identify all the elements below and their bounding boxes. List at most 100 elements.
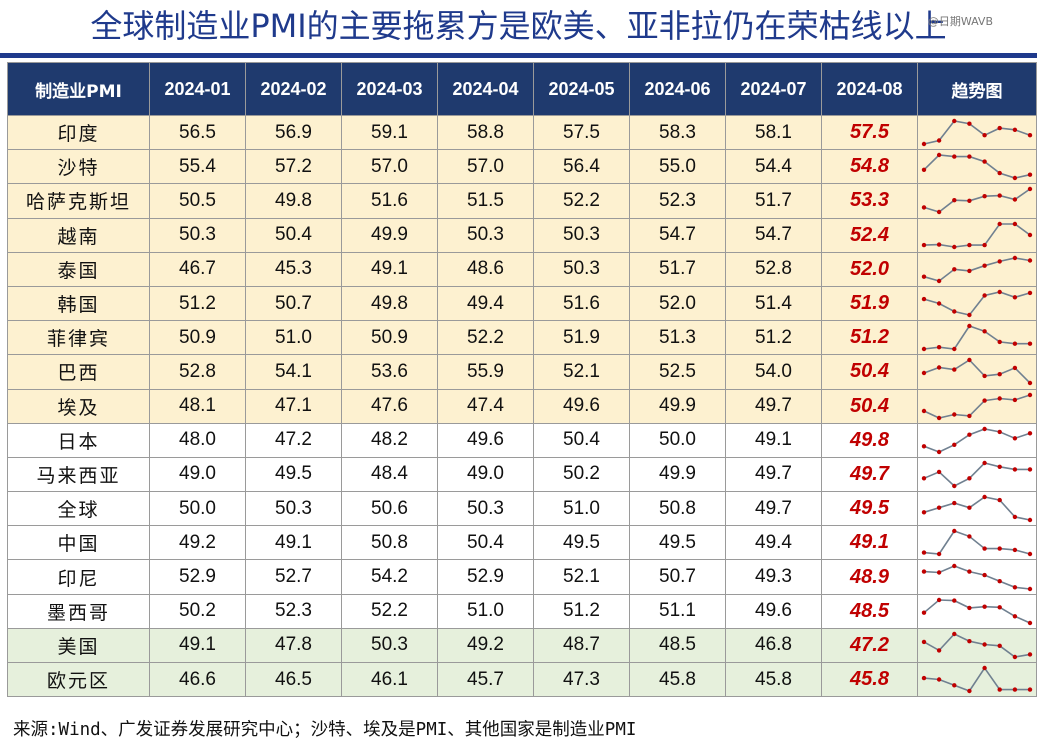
sparkline-point — [982, 159, 987, 165]
sparkline-point — [1012, 221, 1018, 226]
value-cell: 50.3 — [341, 627, 438, 664]
sparkline-point — [1027, 232, 1033, 237]
value-cell: 49.9 — [341, 217, 438, 253]
latest-value-cell: 52.0 — [821, 251, 918, 287]
sparkline-point — [967, 121, 972, 126]
sparkline-point — [982, 293, 987, 298]
value-cell: 47.1 — [245, 388, 342, 424]
sparkline-point — [997, 289, 1002, 295]
sparkline-point — [1027, 687, 1033, 692]
value-cell: 52.0 — [629, 285, 726, 322]
sparkline-point — [1027, 652, 1033, 657]
value-cell: 48.7 — [533, 627, 630, 664]
sparkline-point — [936, 677, 942, 682]
value-cell: 52.3 — [629, 183, 726, 219]
value-cell: 49.4 — [437, 285, 534, 322]
value-cell: 51.9 — [533, 320, 630, 356]
sparkline-point — [982, 426, 987, 431]
table-row: 中国 49.2 49.1 50.8 50.4 49.5 49.5 49.4 49.1 — [7, 525, 1037, 561]
sparkline-point — [1027, 341, 1033, 347]
sparkline — [921, 597, 1033, 625]
value-cell: 52.2 — [533, 183, 630, 219]
sparkline-point — [921, 167, 927, 173]
sparkline-point — [921, 568, 927, 574]
table-row: 欧元区 46.6 46.5 46.1 45.7 47.3 45.8 45.8 45.8 — [7, 661, 1037, 698]
value-cell: 47.6 — [341, 388, 438, 424]
sparkline — [921, 324, 1033, 352]
sparkline-point — [952, 483, 957, 489]
sparkline-point — [997, 546, 1002, 552]
sparkline-point — [921, 296, 927, 302]
value-cell: 50.9 — [149, 320, 246, 356]
value-cell: 57.2 — [245, 149, 342, 185]
latest-value-cell: 57.5 — [821, 114, 918, 151]
value-cell: 48.4 — [341, 456, 438, 493]
value-cell: 50.8 — [629, 491, 726, 527]
value-cell: 52.2 — [437, 320, 534, 356]
sparkline-point — [936, 415, 942, 420]
country-cell: 印尼 — [7, 559, 150, 595]
value-cell: 50.3 — [437, 217, 534, 253]
column-header-trend: 趋势图 — [917, 62, 1037, 116]
column-header-month: 2024-01 — [149, 62, 246, 116]
sparkline-point — [936, 210, 942, 215]
sparkline-point — [921, 610, 927, 615]
value-cell: 46.7 — [149, 251, 246, 287]
value-cell: 54.7 — [629, 217, 726, 253]
sparkline-line — [923, 496, 1031, 521]
sparkline-point — [952, 683, 957, 688]
sparkline-point — [982, 374, 987, 379]
sparkline-point — [1027, 467, 1033, 472]
table-row: 美国 49.1 47.8 50.3 49.2 48.7 48.5 46.8 47.2 — [7, 627, 1037, 664]
value-cell: 48.1 — [149, 388, 246, 424]
sparkline-point — [936, 469, 942, 475]
table-row: 巴西 52.8 54.1 53.6 55.9 52.1 52.5 54.0 50.4 — [7, 354, 1037, 390]
value-cell: 51.6 — [341, 183, 438, 219]
value-cell: 49.7 — [725, 388, 822, 424]
sparkline-point — [1012, 341, 1018, 347]
sparkline-point — [997, 498, 1002, 503]
value-cell: 49.9 — [629, 456, 726, 493]
latest-value-cell: 53.3 — [821, 183, 918, 219]
value-cell: 49.4 — [725, 525, 822, 561]
sparkline-point — [982, 572, 987, 577]
sparkline-point — [936, 552, 942, 557]
latest-value-cell: 49.7 — [821, 456, 918, 493]
value-cell: 51.2 — [149, 285, 246, 322]
value-cell: 45.8 — [629, 661, 726, 698]
value-cell: 51.0 — [437, 593, 534, 629]
sparkline-point — [1027, 187, 1033, 192]
sparkline-point — [1012, 687, 1018, 692]
trend-sparkline-cell — [917, 559, 1037, 595]
latest-value-cell: 50.4 — [821, 388, 918, 424]
sparkline-point — [997, 429, 1002, 434]
value-cell: 49.3 — [725, 559, 822, 595]
sparkline-point — [952, 529, 957, 534]
value-cell: 50.3 — [437, 491, 534, 527]
sparkline-point — [921, 371, 927, 376]
latest-value-cell: 50.4 — [821, 354, 918, 390]
trend-sparkline-cell — [917, 388, 1037, 424]
value-cell: 59.1 — [341, 114, 438, 151]
value-cell: 50.6 — [341, 491, 438, 527]
sparkline-point — [936, 301, 942, 306]
value-cell: 49.9 — [629, 388, 726, 424]
country-cell: 韩国 — [7, 285, 150, 322]
column-header-month: 2024-07 — [725, 62, 822, 116]
sparkline-point — [1012, 548, 1018, 553]
sparkline-point — [921, 242, 927, 247]
value-cell: 47.8 — [245, 627, 342, 664]
sparkline-point — [1012, 467, 1018, 472]
value-cell: 49.1 — [725, 422, 822, 458]
sparkline-point — [982, 604, 987, 609]
sparkline-point — [1027, 430, 1033, 436]
value-cell: 49.2 — [149, 525, 246, 561]
value-cell: 56.5 — [149, 114, 246, 151]
country-cell: 菲律宾 — [7, 320, 150, 356]
sparkline — [921, 289, 1033, 318]
latest-value-cell: 49.1 — [821, 525, 918, 561]
sparkline-point — [936, 449, 942, 454]
value-cell: 49.6 — [725, 593, 822, 629]
country-cell: 全球 — [7, 491, 150, 527]
value-cell: 45.7 — [437, 661, 534, 698]
